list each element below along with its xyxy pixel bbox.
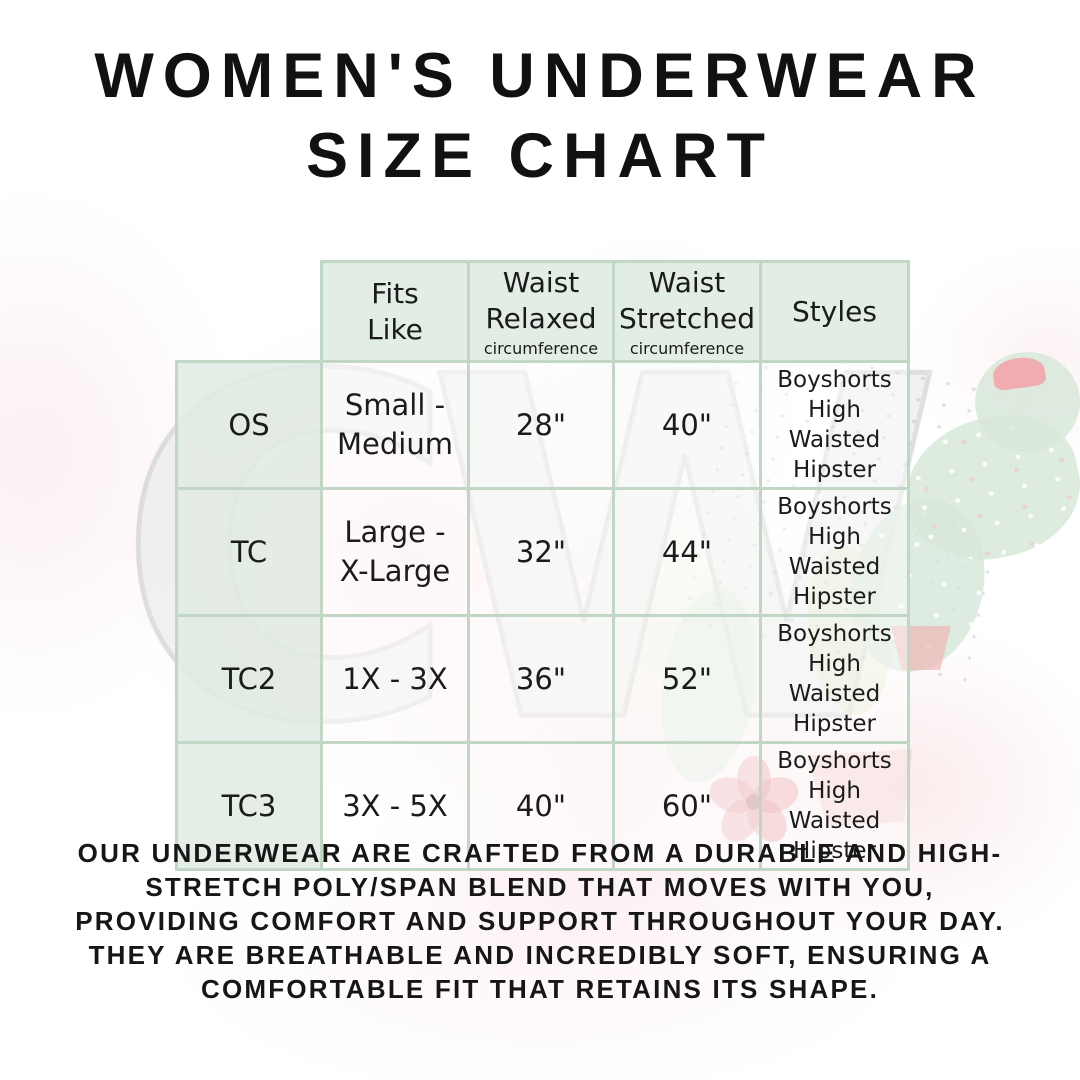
title-line-1: WOMEN'S UNDERWEAR xyxy=(94,41,986,111)
size-cell: TC xyxy=(175,487,323,617)
waist-relaxed-cell: 40" xyxy=(467,741,615,871)
waist-stretched-cell: 40" xyxy=(612,360,762,490)
styles-cell: Boyshorts High Waisted Hipster xyxy=(759,741,910,871)
title-line-2: SIZE CHART xyxy=(306,121,774,191)
styles-cell: Boyshorts High Waisted Hipster xyxy=(759,360,910,490)
waist-stretched-cell: 52" xyxy=(612,614,762,744)
header-sublabel: circumference xyxy=(629,339,745,358)
header-label: Fits Like xyxy=(367,276,423,346)
size-cell: TC3 xyxy=(175,741,323,871)
fits-like-cell: Small - Medium xyxy=(320,360,470,490)
header-sublabel: circumference xyxy=(483,339,599,358)
waist-relaxed-cell: 28" xyxy=(467,360,615,490)
styles-cell: Boyshorts High Waisted Hipster xyxy=(759,614,910,744)
header-fits-like: Fits Like xyxy=(320,260,470,363)
size-cell: OS xyxy=(175,360,323,490)
fits-like-cell: Large - X-Large xyxy=(320,487,470,617)
description-text: OUR UNDERWEAR ARE CRAFTED FROM A DURABLE… xyxy=(75,838,1005,1004)
header-waist-relaxed: Waist Relaxed circumference xyxy=(467,260,615,363)
waist-relaxed-cell: 32" xyxy=(467,487,615,617)
table-row-os: OS Small - Medium 28" 40" Boyshorts High… xyxy=(175,360,910,490)
size-cell: TC2 xyxy=(175,614,323,744)
header-waist-stretched: Waist Stretched circumference xyxy=(612,260,762,363)
header-label: Waist Stretched xyxy=(619,266,755,335)
page-title: WOMEN'S UNDERWEAR SIZE CHART xyxy=(0,36,1080,196)
header-label: Styles xyxy=(792,294,877,328)
size-chart-table: Fits Like Waist Relaxed circumference Wa… xyxy=(175,260,910,871)
fits-like-cell: 3X - 5X xyxy=(320,741,470,871)
table-row-tc3: TC3 3X - 5X 40" 60" Boyshorts High Waist… xyxy=(175,741,910,871)
styles-cell: Boyshorts High Waisted Hipster xyxy=(759,487,910,617)
header-styles: Styles xyxy=(759,260,910,363)
header-label: Waist Relaxed xyxy=(485,266,597,335)
waist-relaxed-cell: 36" xyxy=(467,614,615,744)
corner-cell xyxy=(177,262,322,362)
waist-stretched-cell: 60" xyxy=(612,741,762,871)
table-row-tc: TC Large - X-Large 32" 44" Boyshorts Hig… xyxy=(175,487,910,617)
fits-like-cell: 1X - 3X xyxy=(320,614,470,744)
waist-stretched-cell: 44" xyxy=(612,487,762,617)
table-row-tc2: TC2 1X - 3X 36" 52" Boyshorts High Waist… xyxy=(175,614,910,744)
